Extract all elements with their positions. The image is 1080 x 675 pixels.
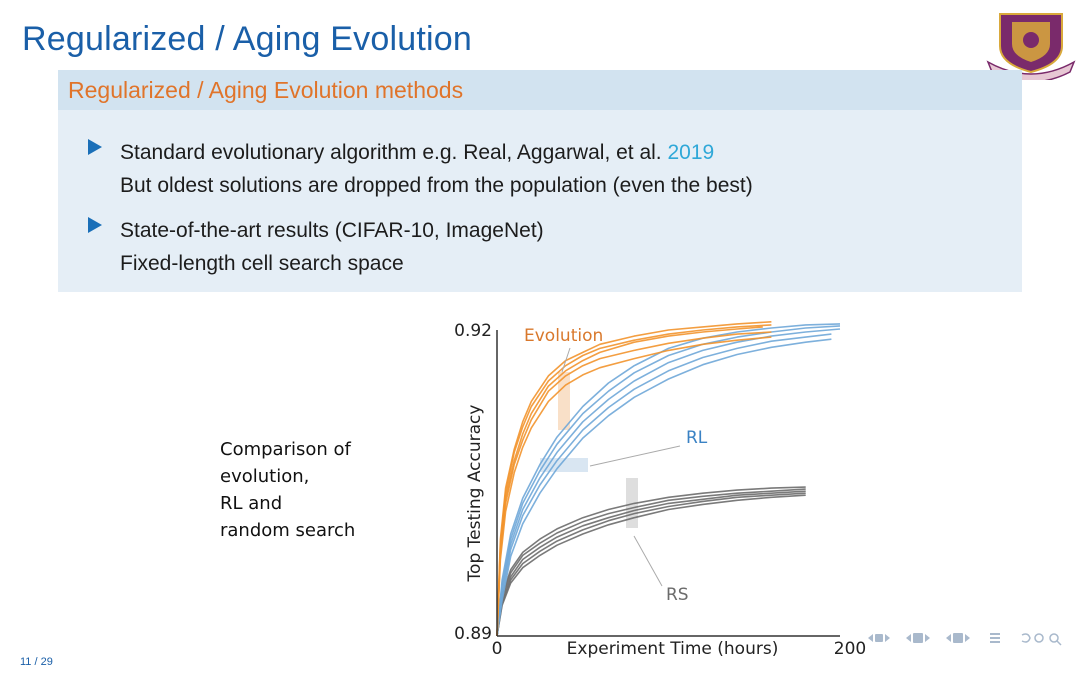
nav-appendix-icon[interactable] — [990, 633, 1000, 643]
y-tick-label: 0.89 — [454, 624, 492, 644]
rs-annotation: RS — [666, 585, 689, 605]
block-heading: Regularized / Aging Evolution methods — [68, 77, 464, 103]
x-tick-label: 0 — [492, 639, 503, 659]
block-heading-bar: Regularized / Aging Evolution methods — [58, 70, 1022, 110]
rs-run-line — [496, 488, 806, 637]
nav-frame-back-icon[interactable] — [868, 634, 890, 642]
content-block: Regularized / Aging Evolution methods St… — [58, 70, 1022, 292]
figure-caption: Comparison of evolution, RL and random s… — [220, 436, 355, 544]
caption-line: Comparison of — [220, 439, 351, 460]
caption-line: random search — [220, 520, 356, 541]
evolution-run-line — [496, 331, 772, 637]
bullet-subline: But oldest solutions are dropped from th… — [120, 174, 753, 197]
bullet-list: Standard evolutionary algorithm e.g. Rea… — [88, 136, 753, 292]
page-number: 11 / 29 — [20, 656, 53, 668]
evolution-variance-patch — [558, 372, 570, 430]
university-crest-logo — [986, 13, 1076, 80]
rl-annotation: RL — [686, 428, 708, 448]
beamer-navigation — [868, 633, 1062, 646]
y-axis-label: Top Testing Accuracy — [465, 405, 485, 583]
evolution-annotation: Evolution — [524, 326, 603, 346]
evolution-run-line — [496, 336, 772, 637]
nav-subsection-icon[interactable] — [946, 633, 970, 643]
triangle-bullet-icon — [88, 217, 102, 233]
rl-run-line — [496, 338, 832, 637]
rl-run-line — [496, 323, 841, 637]
evolution-run-line — [496, 326, 763, 637]
rl-run-line — [496, 325, 841, 637]
rs-run-line — [496, 494, 806, 637]
triangle-bullet-icon — [88, 139, 102, 155]
bullet-item: State-of-the-art results (CIFAR-10, Imag… — [88, 214, 753, 280]
slide-title: Regularized / Aging Evolution — [22, 20, 472, 58]
bullet-text: Standard evolutionary algorithm e.g. Rea… — [120, 141, 662, 164]
bullet-line: State-of-the-art results (CIFAR-10, Imag… — [120, 219, 544, 242]
rl-annotation-leader — [589, 445, 681, 467]
rs-run-line — [496, 490, 806, 637]
bullet-item: Standard evolutionary algorithm e.g. Rea… — [88, 136, 753, 202]
accuracy-chart: 0.92 0.890 200 Experiment Time (hours) Top T… — [454, 321, 866, 659]
nav-search-icon[interactable] — [1021, 633, 1062, 646]
evolution-annotation-leader — [561, 347, 571, 373]
citation-link[interactable]: 2019 — [667, 141, 715, 164]
caption-line: evolution, — [220, 466, 310, 487]
y-tick-label: 0.92 — [454, 321, 492, 341]
caption-line: RL and — [220, 493, 283, 514]
evolution-run-line — [496, 324, 772, 637]
rs-annotation-leader — [633, 535, 663, 587]
bullet-line: Standard evolutionary algorithm e.g. Rea… — [120, 136, 753, 169]
rs-run-line — [496, 486, 806, 637]
nav-section-back-icon[interactable] — [906, 633, 930, 643]
bullet-subline: Fixed-length cell search space — [120, 252, 404, 275]
rs-run-line — [496, 492, 806, 637]
rl-run-line — [496, 333, 832, 637]
x-tick-label: 200 — [834, 639, 866, 659]
x-axis-label: Experiment Time (hours) — [567, 639, 779, 659]
